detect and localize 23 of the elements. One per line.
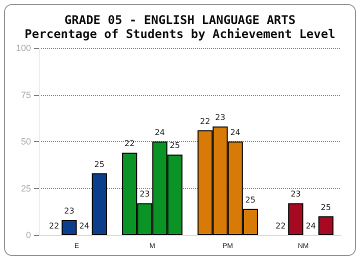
series-label: 25 xyxy=(94,160,104,169)
text: 22 xyxy=(49,222,60,230)
text: 22 xyxy=(276,222,286,230)
chart-subtitle: Percentage of Students by Achievement Level xyxy=(24,27,336,41)
text: 22 xyxy=(200,116,210,126)
text: 24 xyxy=(79,222,90,230)
series-label: 24 xyxy=(154,128,165,137)
chart-title: GRADE 05 - ENGLISH LANGUAGE ARTS xyxy=(64,13,296,27)
text: 25 xyxy=(170,141,180,150)
text: 25 xyxy=(245,195,256,204)
text: 25 xyxy=(320,202,331,212)
y-tick-label: 75 xyxy=(20,90,31,100)
y-tick-label: 100 xyxy=(16,43,31,53)
text: 24 xyxy=(230,128,240,137)
y-tick-label: 25 xyxy=(20,183,31,194)
y-tick-label: 0 xyxy=(26,230,31,240)
y-tick-label: 50 xyxy=(20,136,31,146)
text: 23 xyxy=(140,190,150,199)
series-label: 22 xyxy=(124,139,135,148)
series-label: 23 xyxy=(64,206,74,216)
text: 23 xyxy=(215,113,226,122)
text: 24 xyxy=(306,222,316,230)
text: 23 xyxy=(290,190,301,199)
